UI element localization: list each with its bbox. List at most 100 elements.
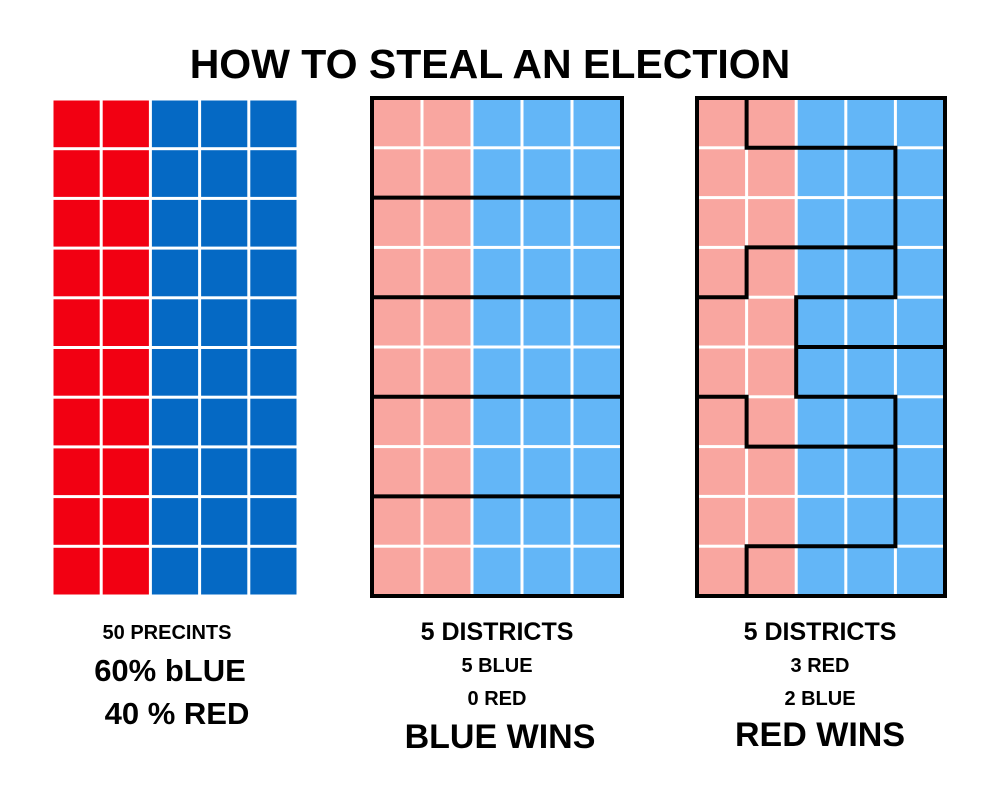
precinct xyxy=(53,100,100,148)
precinct xyxy=(896,547,944,595)
precinct xyxy=(423,298,471,346)
precinct xyxy=(523,398,571,446)
precinct xyxy=(201,100,248,148)
precinct xyxy=(373,199,421,246)
precinct xyxy=(698,99,746,147)
caption: 5 BLUE xyxy=(461,655,533,677)
precinct xyxy=(250,199,297,247)
caption: RED WINS xyxy=(735,716,905,754)
precinct xyxy=(748,448,795,495)
caption: 50 PRECINTS xyxy=(102,622,232,644)
precinct xyxy=(53,547,100,595)
precinct xyxy=(102,547,149,595)
caption: BLUE WINS xyxy=(404,718,596,756)
precinct xyxy=(748,149,795,197)
precinct xyxy=(573,348,621,396)
precinct xyxy=(53,299,100,346)
precinct xyxy=(748,398,795,446)
precinct xyxy=(797,199,845,246)
precinct xyxy=(573,547,621,595)
caption: 3 RED xyxy=(790,655,850,677)
precinct xyxy=(102,349,149,396)
precinct xyxy=(53,349,100,396)
precinct xyxy=(797,448,845,495)
precinct xyxy=(797,298,845,346)
precinct xyxy=(573,398,621,446)
precinct xyxy=(423,99,471,147)
precinct xyxy=(373,398,421,446)
precinct xyxy=(201,199,248,247)
precinct xyxy=(847,547,894,595)
precinct xyxy=(523,547,571,595)
precinct xyxy=(201,349,248,396)
precinct xyxy=(523,99,571,147)
precinct xyxy=(748,298,795,346)
precinct xyxy=(523,298,571,346)
precinct xyxy=(896,398,944,446)
precinct xyxy=(523,497,571,545)
precinct xyxy=(423,398,471,446)
precinct xyxy=(847,497,894,545)
precinct xyxy=(473,448,521,495)
precinct xyxy=(748,248,795,296)
precinct xyxy=(201,398,248,446)
precinct xyxy=(423,348,471,396)
precinct xyxy=(151,448,199,496)
precinct xyxy=(797,348,845,396)
precinct xyxy=(748,99,795,147)
precinct xyxy=(523,149,571,197)
precinct xyxy=(53,150,100,197)
precinct xyxy=(523,348,571,396)
state-border xyxy=(370,96,624,598)
precinct xyxy=(201,150,248,197)
precinct xyxy=(797,248,845,296)
precinct xyxy=(698,497,746,545)
precinct xyxy=(102,150,149,197)
precinct xyxy=(201,448,248,496)
precinct xyxy=(698,547,746,595)
precinct xyxy=(473,298,521,346)
precinct xyxy=(748,199,795,246)
precinct xyxy=(151,498,199,545)
precinct xyxy=(748,547,795,595)
precinct xyxy=(896,99,944,147)
precinct xyxy=(523,199,571,246)
precinct xyxy=(573,199,621,246)
precinct xyxy=(250,448,297,496)
precinct xyxy=(896,248,944,296)
precinct xyxy=(250,547,297,595)
precinct xyxy=(151,100,199,148)
precinct xyxy=(698,398,746,446)
precinct xyxy=(573,448,621,495)
precinct xyxy=(250,349,297,396)
precinct xyxy=(250,398,297,446)
precinct xyxy=(151,547,199,595)
precinct xyxy=(373,348,421,396)
precinct xyxy=(797,99,845,147)
precinct xyxy=(797,398,845,446)
precinct xyxy=(797,497,845,545)
precinct xyxy=(53,398,100,446)
caption: 0 RED xyxy=(467,688,527,710)
precinct xyxy=(473,547,521,595)
precinct xyxy=(573,248,621,296)
precinct xyxy=(896,448,944,495)
precinct xyxy=(201,299,248,346)
precinct xyxy=(473,248,521,296)
precinct xyxy=(423,448,471,495)
precinct xyxy=(53,199,100,247)
precinct xyxy=(102,249,149,297)
precinct xyxy=(847,348,894,396)
precinct xyxy=(151,150,199,197)
precinct xyxy=(250,100,297,148)
precinct xyxy=(698,448,746,495)
precinct xyxy=(102,299,149,346)
precinct xyxy=(373,99,421,147)
precinct xyxy=(896,298,944,346)
precinct xyxy=(201,547,248,595)
precinct xyxy=(847,448,894,495)
precinct xyxy=(573,99,621,147)
title: HOW TO STEAL AN ELECTION xyxy=(189,41,791,87)
precinct xyxy=(698,199,746,246)
